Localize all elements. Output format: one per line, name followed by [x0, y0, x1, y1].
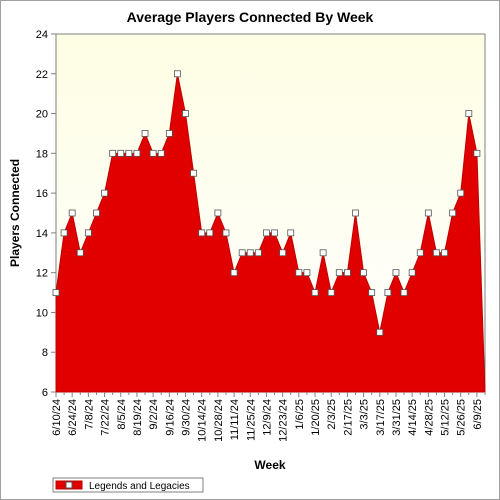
data-point	[424, 209, 432, 217]
data-point	[287, 229, 295, 237]
x-tick-label: 12/23/24	[278, 399, 290, 442]
data-point	[149, 149, 157, 157]
data-point	[327, 289, 335, 296]
data-point	[117, 149, 125, 157]
x-tick-label: 6/24/24	[67, 399, 79, 436]
data-point	[449, 209, 457, 217]
data-point	[392, 269, 400, 277]
x-tick-label: 5/26/25	[456, 399, 468, 436]
data-point	[133, 149, 141, 157]
data-point	[198, 229, 206, 237]
y-tick-label: 20	[36, 109, 48, 121]
data-point	[222, 229, 230, 237]
data-point	[174, 70, 181, 78]
data-point	[295, 269, 303, 277]
data-point	[376, 328, 384, 336]
x-tick-label: 9/30/24	[181, 399, 193, 436]
data-point	[473, 149, 481, 157]
data-point	[206, 229, 214, 237]
x-tick-label: 3/17/25	[375, 399, 387, 436]
legend-box	[52, 477, 204, 493]
data-point	[384, 289, 392, 296]
legend: Legends and Legacies	[52, 477, 204, 493]
data-point	[433, 249, 440, 257]
data-point	[76, 249, 84, 257]
data-point	[246, 249, 254, 257]
y-tick-label: 10	[36, 307, 48, 319]
x-tick-label: 9/2/24	[148, 399, 160, 430]
data-point	[311, 289, 319, 296]
data-point	[343, 269, 351, 277]
x-tick-label: 6/10/24	[51, 399, 63, 436]
data-point	[360, 269, 367, 277]
data-point	[52, 289, 60, 296]
y-axis-title: Players Connected	[8, 159, 22, 267]
chart-title: Average Players Connected By Week	[127, 9, 374, 25]
x-tick-label: 8/5/24	[116, 399, 128, 430]
data-point	[279, 249, 287, 257]
y-tick-label: 16	[36, 188, 48, 200]
x-tick-label: 12/9/24	[261, 399, 273, 436]
data-point	[68, 209, 76, 217]
data-point	[368, 289, 376, 296]
data-point	[109, 149, 117, 157]
data-point	[319, 249, 327, 257]
data-point	[465, 110, 473, 117]
data-point	[303, 269, 311, 277]
data-point	[214, 209, 222, 217]
data-point	[335, 269, 343, 277]
data-point	[238, 249, 246, 257]
y-tick-label: 6	[42, 387, 48, 399]
y-tick-label: 14	[36, 228, 48, 240]
x-tick-label: 5/12/25	[440, 399, 452, 436]
data-point	[165, 130, 173, 137]
x-tick-label: 9/16/24	[164, 399, 176, 436]
data-point	[84, 229, 92, 237]
data-point	[125, 149, 133, 157]
legend-label: Legends and Legacies	[89, 481, 190, 492]
x-axis-title: Week	[254, 458, 285, 472]
data-point	[263, 229, 270, 237]
x-tick-label: 7/22/24	[100, 399, 112, 436]
data-point	[93, 209, 100, 217]
data-point	[416, 249, 424, 257]
x-tick-label: 4/14/25	[407, 399, 419, 436]
data-point	[230, 269, 238, 277]
data-point	[457, 189, 465, 197]
x-tick-label: 6/9/25	[472, 399, 484, 430]
x-tick-label: 4/28/25	[423, 399, 435, 436]
y-tick-label: 24	[36, 29, 48, 41]
x-tick-label: 10/14/24	[197, 399, 209, 442]
x-tick-label: 7/8/24	[83, 399, 95, 430]
x-tick-label: 11/11/24	[229, 399, 241, 440]
data-point	[182, 110, 189, 117]
data-point	[400, 289, 408, 296]
data-point	[190, 169, 198, 177]
data-point	[141, 130, 149, 137]
x-tick-label: 2/17/25	[342, 399, 354, 436]
x-tick-label: 1/20/25	[310, 399, 322, 436]
x-tick-label: 11/25/24	[245, 399, 257, 441]
data-point	[271, 229, 278, 237]
data-point	[60, 229, 68, 237]
x-tick-label: 10/28/24	[213, 399, 225, 442]
data-point	[441, 249, 448, 257]
x-tick-label: 2/3/25	[326, 399, 338, 430]
y-tick-label: 12	[36, 268, 48, 280]
y-tick-label: 8	[42, 347, 48, 359]
data-point	[352, 209, 359, 217]
data-point	[101, 189, 108, 197]
legend-marker	[65, 481, 73, 489]
data-point	[157, 149, 165, 157]
data-point	[254, 249, 262, 257]
y-tick-label: 18	[36, 148, 48, 160]
y-tick-label: 22	[36, 69, 48, 81]
data-point	[408, 269, 416, 277]
x-tick-label: 3/3/25	[359, 399, 371, 430]
x-tick-label: 1/6/25	[294, 399, 306, 430]
x-tick-label: 8/19/24	[132, 399, 144, 436]
x-tick-label: 3/31/25	[391, 399, 403, 436]
